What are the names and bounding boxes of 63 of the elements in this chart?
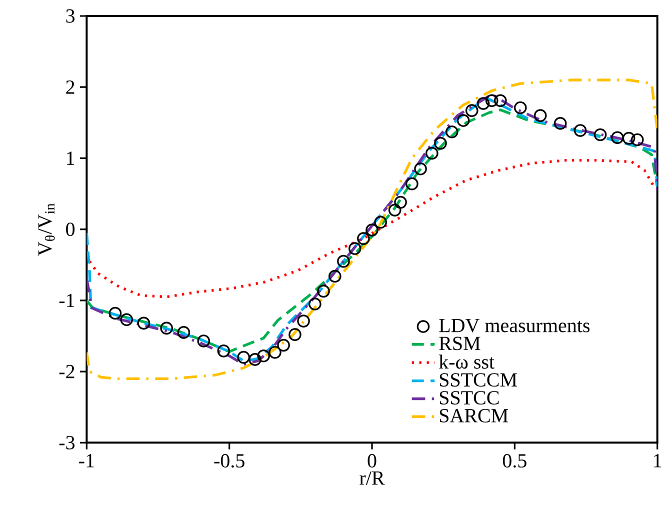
point [374,216,387,228]
point [248,352,262,366]
point [465,104,478,117]
point [137,316,150,330]
y-tick-label: -1 [59,294,74,307]
point [177,326,190,339]
y-tick-label: 2 [66,80,74,94]
legend-label: LDV measurments [439,318,590,332]
point [610,131,624,144]
point [160,322,173,334]
point [434,136,447,150]
point [217,344,230,358]
y-tick-label: 1 [67,151,74,165]
point [288,328,302,341]
point [485,94,498,107]
x-tick-label: -0.5 [214,454,244,468]
point [366,223,378,236]
legend-label: SSTCCM [440,373,517,386]
point [514,101,527,114]
x-tick-label: 1 [654,454,662,468]
point [476,96,490,110]
point [630,133,644,146]
point [120,313,134,326]
point [414,162,427,176]
point [317,284,330,298]
point [357,232,370,245]
x-tick-label: 0 [368,454,376,468]
point [594,128,607,141]
legend-label: SSTCC [440,390,499,404]
point [406,177,418,190]
point [394,196,407,209]
y-tick-label: 3 [66,9,75,23]
x-tick-label: 0.5 [502,454,526,468]
point [534,109,547,122]
point [456,114,470,127]
legend-label: SARCM [440,408,508,422]
point [388,204,402,216]
y-axis-title: V$_{θ}$/V$_{in}$ [38,203,55,256]
x-axis-title: r/R [360,471,385,485]
legend-label: k-ω sst [438,354,494,369]
point [197,334,210,348]
legend-label: RSM [439,336,480,350]
point [277,338,290,352]
point [237,350,250,364]
point [308,297,322,310]
y-tick-label: -2 [59,364,74,378]
point [622,132,636,145]
point [108,306,122,320]
line-series [88,158,656,298]
point [268,346,282,359]
point [574,124,587,137]
point [337,254,350,268]
point [494,94,507,107]
x-tick-label: -1 [79,454,94,468]
point [257,349,270,362]
point [426,146,438,160]
point [328,270,342,283]
point [297,314,310,328]
point [445,125,458,138]
point [348,242,362,255]
y-tick-label: 0 [66,222,75,236]
point [554,116,567,130]
y-tick-label: -3 [59,436,75,450]
